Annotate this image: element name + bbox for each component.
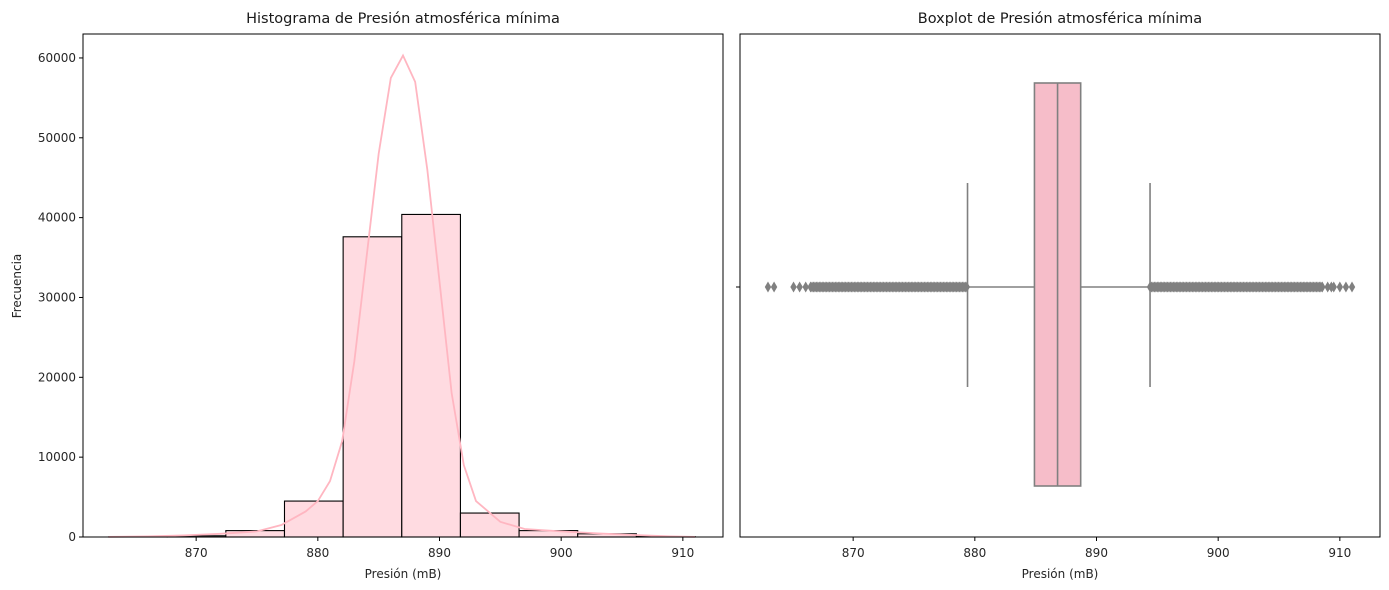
histogram-x-ticks: 870 880 890 900 910 [185,537,694,560]
boxplot-body [966,82,1151,487]
histogram-bars [108,213,696,538]
kde-line [108,53,696,538]
histogram-x-axis-label: Presión (mB) [365,567,442,581]
outlier-point [1330,281,1337,293]
outlier-point [1348,281,1356,293]
boxplot-axes-frame [739,33,1381,538]
x-tick-label: 900 [550,546,573,560]
outlier-point [802,281,809,293]
outlier-point [1342,281,1350,293]
y-tick-label: 50000 [38,131,76,145]
outlier-point [790,281,797,293]
outlier-point [1336,281,1344,293]
outlier-point [770,281,778,293]
histogram-panel: Histograma de Presión atmosférica mínima… [10,11,724,581]
x-tick-label: 880 [306,546,329,560]
x-tick-label: 900 [1207,546,1230,560]
histogram-bar [342,236,403,538]
histogram-title: Histograma de Presión atmosférica mínima [246,11,560,27]
boxplot-x-ticks: 870 880 890 900 910 [842,537,1351,560]
histogram-bar [401,213,461,538]
outlier-point [764,281,772,293]
boxplot-outliers [764,281,1356,293]
x-tick-label: 890 [1085,546,1108,560]
x-tick-label: 870 [842,546,865,560]
x-tick-label: 870 [185,546,208,560]
y-tick-label: 10000 [38,450,76,464]
x-tick-label: 910 [671,546,694,560]
boxplot-x-axis-label: Presión (mB) [1022,567,1099,581]
x-tick-label: 890 [428,546,451,560]
outlier-point [796,281,803,293]
y-tick-label: 20000 [38,370,76,384]
outlier-point [1319,281,1326,293]
boxplot-panel: Boxplot de Presión atmosférica mínima 87… [736,11,1381,581]
boxplot-title: Boxplot de Presión atmosférica mínima [918,11,1202,27]
y-tick-label: 60000 [38,51,76,65]
histogram-y-ticks: 0 10000 20000 30000 40000 50000 60000 [38,51,83,544]
x-tick-label: 880 [963,546,986,560]
histogram-bar [283,500,344,538]
y-tick-label: 0 [68,530,76,544]
outlier-point [1324,281,1331,293]
y-tick-label: 40000 [38,211,76,225]
y-tick-label: 30000 [38,290,76,304]
histogram-axes-frame [82,33,724,538]
x-tick-label: 910 [1328,546,1351,560]
histogram-y-axis-label: Frecuencia [10,254,24,319]
